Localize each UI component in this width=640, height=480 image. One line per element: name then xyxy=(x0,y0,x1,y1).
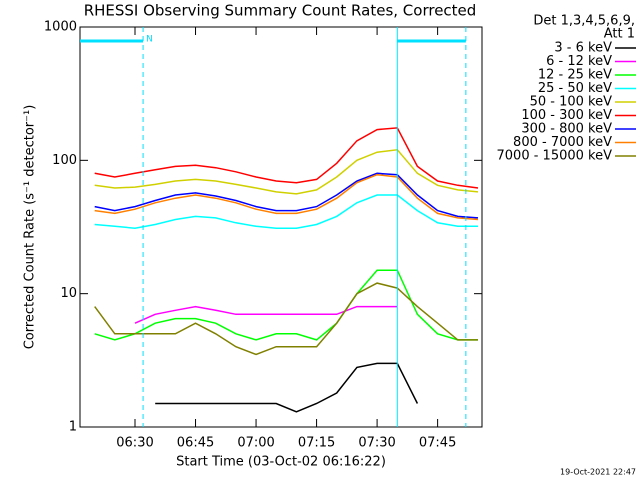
x-tick-label: 07:30 xyxy=(358,436,395,451)
y-tick-label: 1 xyxy=(69,420,77,435)
legend-label: 100 - 300 keV xyxy=(521,108,612,123)
y-axis-label: Corrected Count Rate (s⁻¹ detector⁻¹) xyxy=(23,105,38,350)
legend-label: 800 - 7000 keV xyxy=(513,135,612,150)
legend-label: 3 - 6 keV xyxy=(554,41,612,56)
series-line xyxy=(94,149,479,195)
y-tick-label: 100 xyxy=(52,153,77,168)
chart-title: RHESSI Observing Summary Count Rates, Co… xyxy=(84,2,477,20)
timestamp: 19-Oct-2021 22:47 xyxy=(560,468,636,477)
series-line xyxy=(94,172,479,219)
x-axis-label: Start Time (03-Oct-02 06:16:22) xyxy=(176,455,386,470)
annotation: N xyxy=(146,35,153,45)
legend-header: Att 1 xyxy=(604,27,635,42)
legend-label: 300 - 800 keV xyxy=(521,122,612,137)
series-line xyxy=(134,305,398,324)
series-line xyxy=(94,269,478,341)
legend-label: 50 - 100 keV xyxy=(530,95,613,110)
y-tick-label: 10 xyxy=(60,286,77,301)
series-line xyxy=(94,127,479,189)
x-tick-label: 06:30 xyxy=(116,436,153,451)
y-tick-label: 1000 xyxy=(44,20,77,35)
x-tick-label: 06:45 xyxy=(177,436,214,451)
series-line xyxy=(94,194,478,229)
legend-label: 25 - 50 keV xyxy=(538,81,612,96)
legend-label: 6 - 12 keV xyxy=(546,54,612,69)
x-tick-label: 07:45 xyxy=(419,436,456,451)
series-line xyxy=(94,282,478,356)
x-tick-label: 07:00 xyxy=(237,436,274,451)
legend-label: 12 - 25 keV xyxy=(538,68,612,83)
x-tick-label: 07:15 xyxy=(298,436,335,451)
legend-label: 7000 - 15000 keV xyxy=(497,149,613,164)
series-line xyxy=(155,362,419,413)
legend-header: Det 1,3,4,5,6,9, xyxy=(533,14,635,29)
plot-frame xyxy=(79,26,483,428)
series-line xyxy=(94,173,479,221)
